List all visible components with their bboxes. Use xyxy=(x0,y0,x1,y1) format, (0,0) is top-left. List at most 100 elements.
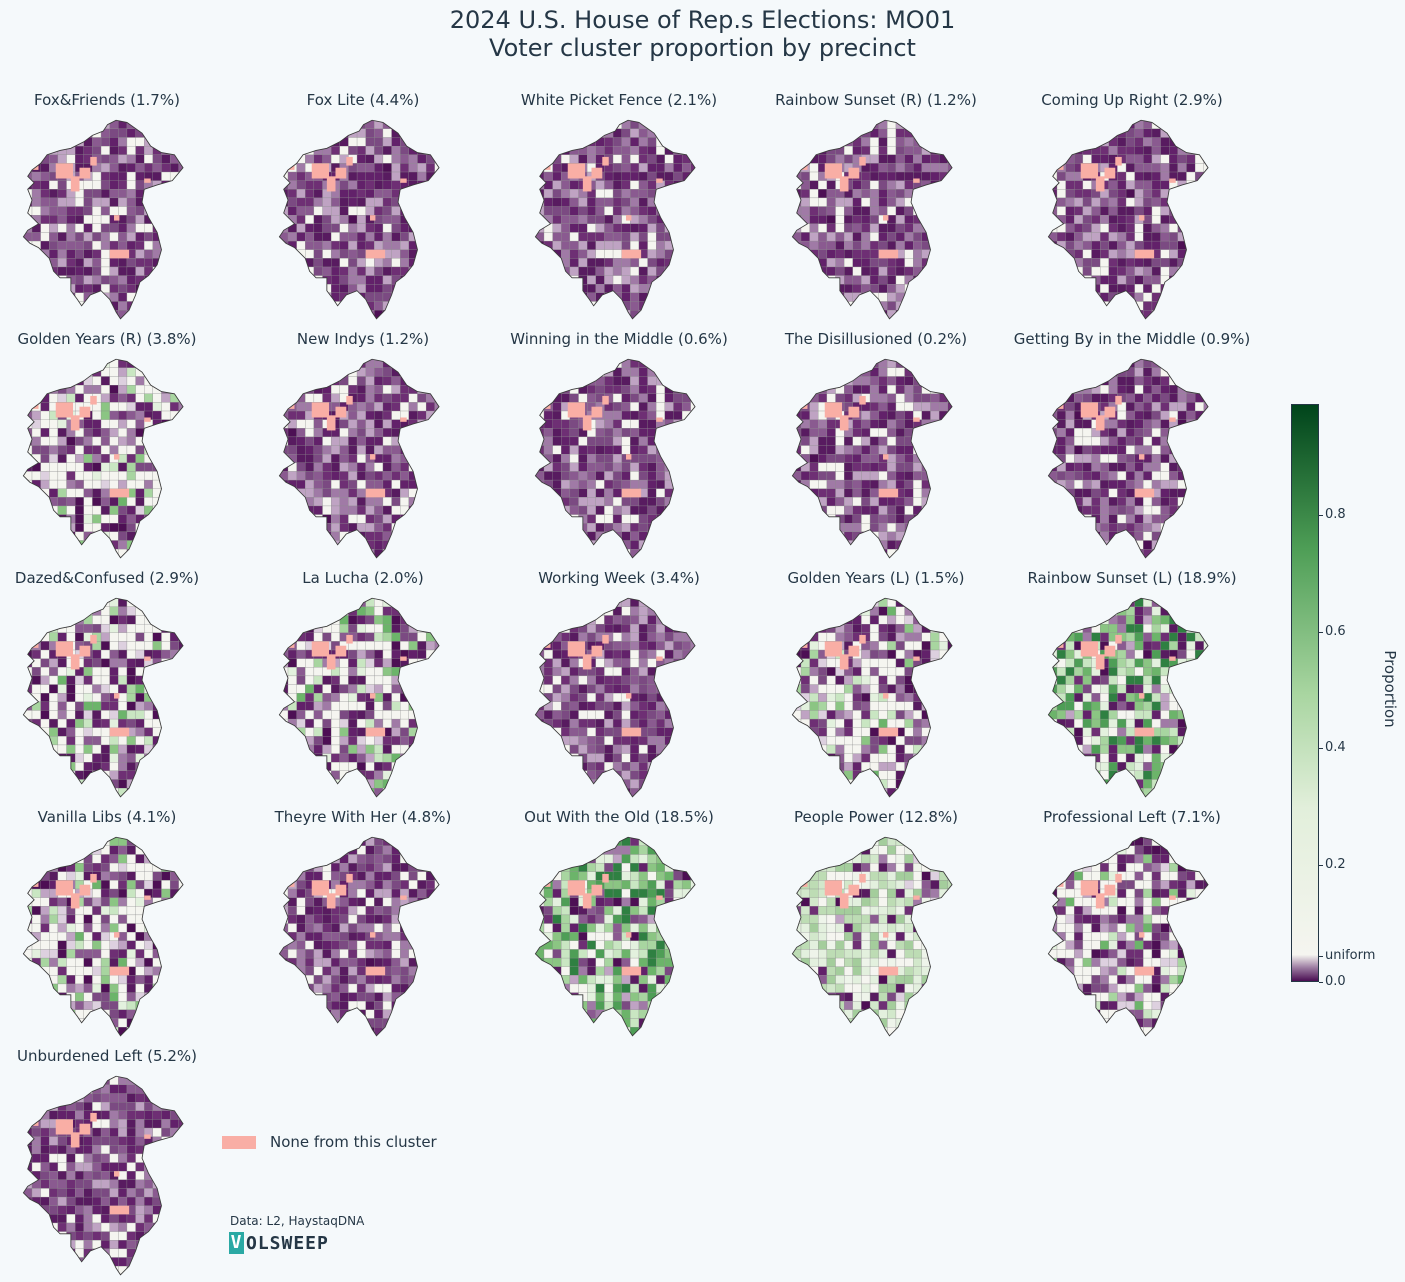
precinct-cell xyxy=(1195,428,1204,437)
precinct-cell xyxy=(374,224,383,233)
precinct-cell xyxy=(348,250,357,259)
precinct-cell xyxy=(305,215,314,224)
precinct-cell xyxy=(75,258,84,267)
precinct-cell xyxy=(323,549,332,558)
precinct-cell xyxy=(323,155,332,164)
precinct-cell xyxy=(1083,394,1092,403)
precinct-cell xyxy=(682,549,691,558)
precinct-cell xyxy=(853,189,862,198)
precinct-cell xyxy=(1152,155,1161,164)
precinct-cell xyxy=(665,284,674,293)
precinct-cell xyxy=(409,549,418,558)
precinct-cell xyxy=(561,198,570,207)
precinct-cell xyxy=(1178,446,1187,455)
precinct-cell xyxy=(314,215,323,224)
precinct-cell xyxy=(314,541,323,550)
precinct-cell xyxy=(673,172,682,181)
precinct-cell xyxy=(682,172,691,181)
none-precinct xyxy=(144,418,150,422)
precinct-cell xyxy=(1117,515,1126,524)
precinct-cell xyxy=(1083,480,1092,489)
precinct-cell xyxy=(861,172,870,181)
precinct-cell xyxy=(58,224,67,233)
precinct-cell xyxy=(279,258,288,267)
precinct-cell xyxy=(136,224,145,233)
precinct-cell xyxy=(41,377,50,386)
precinct-cell xyxy=(1178,515,1187,524)
precinct-cell xyxy=(1195,232,1204,241)
precinct-cell xyxy=(553,232,562,241)
precinct-cell xyxy=(604,120,613,129)
precinct-cell xyxy=(905,250,914,259)
precinct-cell xyxy=(435,558,444,561)
precinct-cell xyxy=(801,359,810,368)
precinct-cell xyxy=(896,420,905,429)
precinct-cell xyxy=(535,515,544,524)
precinct-cell xyxy=(596,437,605,446)
precinct-cell xyxy=(426,293,435,302)
precinct-cell xyxy=(288,120,297,129)
precinct-cell xyxy=(1092,454,1101,463)
precinct-cell xyxy=(297,463,306,472)
precinct-cell xyxy=(930,428,939,437)
precinct-cell xyxy=(110,607,119,616)
precinct-cell xyxy=(587,377,596,386)
precinct-cell xyxy=(23,685,32,694)
precinct-cell xyxy=(1048,541,1057,550)
precinct-cell xyxy=(297,497,306,506)
precinct-cell xyxy=(144,641,153,650)
precinct-cell xyxy=(357,454,366,463)
precinct-cell xyxy=(23,446,32,455)
precinct-cell xyxy=(392,385,401,394)
precinct-cell xyxy=(426,463,435,472)
precinct-cell xyxy=(288,549,297,558)
precinct-cell xyxy=(288,284,297,293)
precinct-cell xyxy=(331,241,340,250)
precinct-cell xyxy=(288,411,297,420)
precinct-cell xyxy=(92,497,101,506)
precinct-cell xyxy=(297,454,306,463)
precinct-cell xyxy=(118,641,127,650)
precinct-cell xyxy=(1143,402,1152,411)
precinct-cell xyxy=(417,515,426,524)
precinct-cell xyxy=(23,624,32,633)
precinct-cell xyxy=(630,428,639,437)
precinct-cell xyxy=(314,549,323,558)
precinct-cell xyxy=(41,368,50,377)
precinct-cell xyxy=(314,471,323,480)
precinct-cell xyxy=(101,129,110,138)
precinct-cell xyxy=(161,471,170,480)
precinct-cell xyxy=(314,359,323,368)
precinct-cell xyxy=(630,471,639,480)
precinct-cell xyxy=(810,420,819,429)
precinct-cell xyxy=(1178,454,1187,463)
precinct-cell xyxy=(535,368,544,377)
precinct-cell xyxy=(23,394,32,403)
precinct-cell xyxy=(118,428,127,437)
precinct-cell xyxy=(922,129,931,138)
precinct-cell xyxy=(366,446,375,455)
precinct-cell xyxy=(314,258,323,267)
precinct-cell xyxy=(801,302,810,311)
precinct-cell xyxy=(101,215,110,224)
precinct-cell xyxy=(136,267,145,276)
precinct-cell xyxy=(288,155,297,164)
precinct-cell xyxy=(844,319,853,322)
precinct-cell xyxy=(1126,258,1135,267)
precinct-cell xyxy=(110,385,119,394)
precinct-cell xyxy=(630,129,639,138)
precinct-cell xyxy=(1135,558,1144,561)
precinct-cell xyxy=(1092,394,1101,403)
precinct-cell xyxy=(127,515,136,524)
precinct-cell xyxy=(49,232,58,241)
precinct-cell xyxy=(639,506,648,515)
precinct-cell xyxy=(1186,489,1195,498)
precinct-cell xyxy=(1204,258,1213,267)
precinct-cell xyxy=(366,532,375,541)
precinct-cell xyxy=(32,489,41,498)
precinct-cell xyxy=(101,532,110,541)
precinct-cell xyxy=(58,138,67,147)
precinct-cell xyxy=(179,633,188,642)
precinct-cell xyxy=(49,532,58,541)
precinct-cell xyxy=(604,267,613,276)
